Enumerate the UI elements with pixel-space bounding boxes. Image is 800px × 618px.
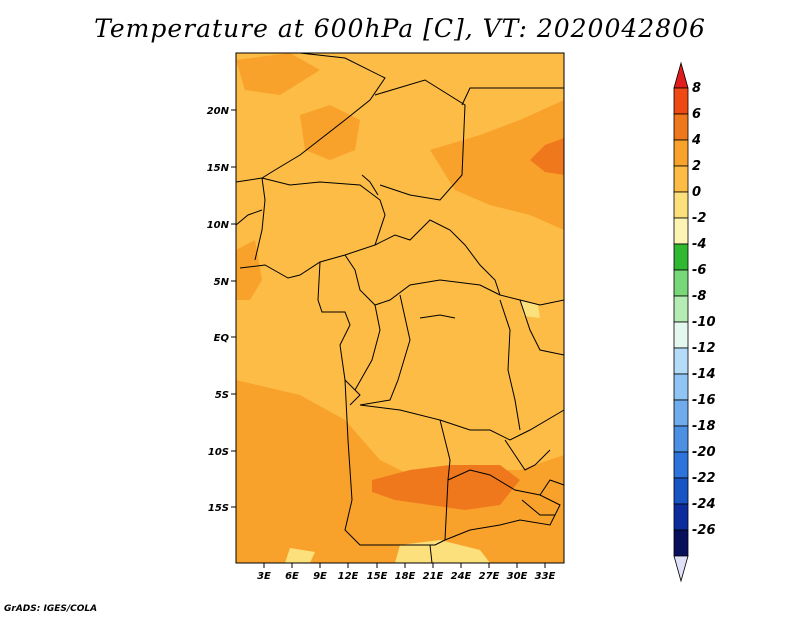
lat-label: 20N — [207, 106, 230, 117]
lon-label: 21E — [423, 571, 444, 582]
lon-label: 24E — [451, 571, 472, 582]
colorbar-label: 2 — [692, 159, 701, 174]
colorbar-label: -18 — [692, 419, 716, 434]
temperature-field — [236, 53, 564, 563]
lon-label: 30E — [507, 571, 528, 582]
lat-label: 10N — [207, 220, 230, 231]
colorbar-label: -12 — [692, 341, 716, 356]
colorbar-label: -14 — [692, 367, 716, 382]
longitude-labels: 3E 6E 9E 12E 15E 18E 21E 24E 27E 30E 33E — [257, 571, 555, 582]
axis-ticks — [231, 109, 546, 568]
colorbar: 8 6 4 2 0 -2 -4 -6 -8 -10 -12 -14 -16 -1… — [673, 61, 716, 583]
lon-label: 12E — [338, 571, 359, 582]
colorbar-segment — [673, 425, 689, 453]
latitude-labels: 20N 15N 10N 5N EQ 5S 10S 15S — [207, 106, 230, 514]
grads-credit: GrADS: IGES/COLA — [4, 604, 98, 614]
colorbar-segment — [673, 217, 689, 245]
colorbar-segment — [673, 243, 689, 271]
colorbar-segment — [673, 113, 689, 141]
hot-regions — [372, 138, 564, 510]
cool-regions — [285, 300, 540, 563]
lon-label: 27E — [479, 571, 500, 582]
colorbar-labels: 8 6 4 2 0 -2 -4 -6 -8 -10 -12 -14 -16 -1… — [691, 81, 716, 538]
colorbar-over-arrow — [673, 61, 689, 89]
lon-label: 3E — [257, 571, 271, 582]
warm-regions — [236, 53, 564, 563]
colorbar-segment — [673, 269, 689, 297]
colorbar-label: 8 — [692, 81, 701, 96]
lat-label: 5S — [215, 390, 229, 401]
colorbar-label: -8 — [692, 289, 706, 304]
colorbar-label: -10 — [692, 315, 716, 330]
colorbar-segment — [673, 165, 689, 193]
lon-label: 15E — [367, 571, 388, 582]
lat-label: 10S — [208, 447, 229, 458]
colorbar-label: -16 — [692, 393, 716, 408]
colorbar-label: -22 — [692, 471, 716, 486]
colorbar-label: 0 — [692, 185, 701, 200]
colorbar-segment — [673, 451, 689, 479]
colorbar-segment — [673, 503, 689, 531]
colorbar-segment — [673, 347, 689, 375]
country-borders — [235, 52, 565, 564]
colorbar-segments — [673, 61, 689, 583]
lon-label: 33E — [535, 571, 556, 582]
colorbar-segment — [673, 139, 689, 167]
colorbar-label: -6 — [692, 263, 706, 278]
colorbar-segment — [673, 321, 689, 349]
map-title: Temperature at 600hPa [C], VT: 202004280… — [94, 14, 706, 43]
colorbar-label: 6 — [692, 107, 701, 122]
lon-label: 6E — [285, 571, 299, 582]
lat-label: EQ — [214, 333, 230, 344]
colorbar-label: -26 — [692, 523, 716, 538]
lat-label: 15N — [207, 163, 230, 174]
map-frame — [235, 52, 565, 564]
colorbar-label: -20 — [692, 445, 716, 460]
colorbar-segment — [673, 191, 689, 219]
colorbar-label: -24 — [692, 497, 716, 512]
colorbar-segment — [673, 477, 689, 505]
colorbar-segment — [673, 295, 689, 323]
lon-label: 9E — [313, 571, 327, 582]
colorbar-segment — [673, 373, 689, 401]
colorbar-label: -4 — [692, 237, 706, 252]
lat-label: 5N — [214, 277, 230, 288]
colorbar-segment — [673, 399, 689, 427]
colorbar-under-arrow — [673, 555, 689, 583]
colorbar-segment — [673, 529, 689, 557]
lat-label: 15S — [208, 503, 229, 514]
colorbar-label: 4 — [691, 133, 701, 148]
colorbar-segment — [673, 87, 689, 115]
lon-label: 18E — [395, 571, 416, 582]
colorbar-label: -2 — [692, 211, 706, 226]
